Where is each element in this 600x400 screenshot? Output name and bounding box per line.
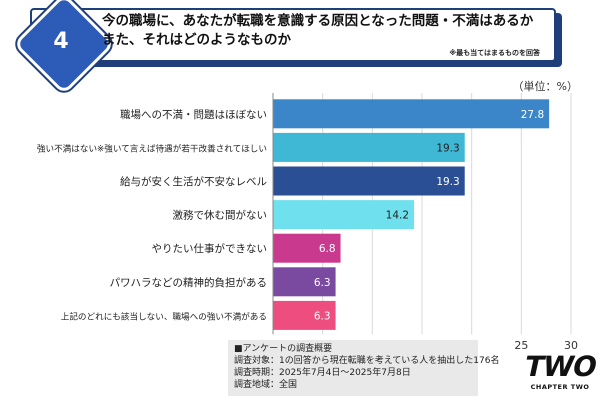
question-title-line2: また、それはどのようなものか bbox=[102, 32, 291, 48]
bar-value-label: 6.8 bbox=[319, 243, 336, 255]
logo-sub-text: CHAPTER TWO bbox=[530, 383, 590, 391]
survey-target: 調査対象：1の回答から現在転職を考えている人を抽出した176名 bbox=[234, 356, 500, 366]
bar bbox=[273, 233, 341, 263]
category-label: やりたい仕事ができない bbox=[152, 242, 268, 255]
bar-value-label: 19.3 bbox=[436, 142, 459, 154]
unit-label: （単位：%） bbox=[512, 80, 578, 93]
logo-main-text: TWO bbox=[521, 350, 600, 383]
x-tick-label: 30 bbox=[564, 339, 578, 352]
question-number: 4 bbox=[53, 28, 69, 54]
question-header bbox=[30, 8, 556, 62]
survey-region: 調査地域：全国 bbox=[234, 380, 298, 390]
category-label: 職場への不満・問題はほぼない bbox=[120, 108, 267, 121]
bar-value-label: 6.3 bbox=[314, 310, 331, 322]
category-label: 給与が安く生活が不安なレベル bbox=[120, 175, 267, 188]
bar bbox=[273, 132, 465, 162]
x-tick-label: 25 bbox=[514, 339, 528, 352]
bar-value-label: 19.3 bbox=[436, 176, 459, 188]
survey-period: 調査時期：2025年7月4日～2025年7月8日 bbox=[234, 368, 411, 378]
question-title-line1: 今の職場に、あなたが転職を意識する原因となった問題・不満はあるか bbox=[102, 13, 534, 29]
bar bbox=[273, 300, 336, 330]
bar-value-label: 6.3 bbox=[314, 277, 331, 289]
survey-summary: ■アンケートの調査概要 調査対象：1の回答から現在転職を考えている人を抽出した1… bbox=[228, 340, 500, 396]
bar-value-label: 27.8 bbox=[521, 109, 544, 121]
category-label: 強い不満はない※強いて言えば待遇が若干改善されてほしい bbox=[37, 142, 267, 154]
survey-heading: ■アンケートの調査概要 bbox=[234, 344, 333, 354]
bar bbox=[273, 200, 415, 230]
category-label: 激務で休む間がない bbox=[173, 209, 268, 222]
category-label: 上記のどれにも該当しない、職場への強い不満がある bbox=[61, 310, 267, 322]
category-label: パワハラなどの精神的負担がある bbox=[110, 276, 267, 289]
brand-logo: TWO CHAPTER TWO bbox=[521, 350, 599, 396]
bar bbox=[273, 166, 465, 196]
question-note: ※最も当てはまるものを回答 bbox=[449, 49, 540, 57]
question-title: 今の職場に、あなたが転職を意識する原因となった問題・不満はあるか また、それはど… bbox=[102, 12, 542, 50]
bar bbox=[273, 99, 550, 129]
bar bbox=[273, 267, 336, 297]
bar-value-label: 14.2 bbox=[386, 210, 409, 222]
